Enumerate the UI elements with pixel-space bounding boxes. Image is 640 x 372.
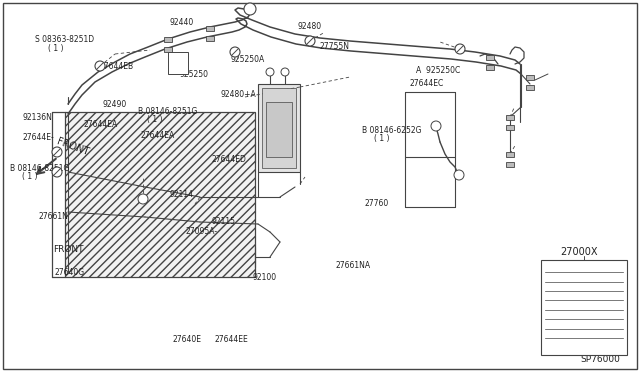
Bar	[526, 74, 534, 80]
Bar	[486, 55, 494, 60]
Bar	[266, 102, 292, 157]
Text: 92440: 92440	[170, 18, 194, 27]
Text: 27640G: 27640G	[54, 268, 84, 277]
Text: 27644EA: 27644EA	[141, 131, 175, 140]
Text: 27760: 27760	[365, 199, 389, 208]
Text: 27644EA: 27644EA	[83, 120, 118, 129]
Circle shape	[52, 147, 62, 157]
Text: ( 1 ): ( 1 )	[147, 115, 163, 124]
Text: 92100: 92100	[253, 273, 277, 282]
Circle shape	[431, 121, 441, 131]
Circle shape	[281, 68, 289, 76]
Bar	[541, 260, 627, 355]
Text: 92480: 92480	[298, 22, 322, 31]
Text: 27644EB: 27644EB	[99, 62, 133, 71]
Bar	[164, 36, 172, 42]
Text: B 08146-6252G: B 08146-6252G	[362, 126, 421, 135]
Text: 92490: 92490	[102, 100, 127, 109]
Text: 27644ED: 27644ED	[211, 155, 246, 164]
Bar	[486, 64, 494, 70]
Bar	[206, 26, 214, 31]
Bar	[506, 151, 514, 157]
Circle shape	[171, 61, 179, 69]
Text: 92480+A: 92480+A	[221, 90, 257, 99]
Text: 92115: 92115	[211, 217, 236, 226]
Text: A  925250C: A 925250C	[416, 66, 460, 75]
Bar	[506, 125, 514, 129]
Text: ( 1 ): ( 1 )	[374, 134, 390, 143]
Text: ( 1 ): ( 1 )	[48, 44, 63, 53]
Text: 27755N: 27755N	[320, 42, 350, 51]
Text: 925250: 925250	[179, 70, 208, 79]
Text: 27000X: 27000X	[560, 247, 598, 257]
Text: 27661N: 27661N	[38, 212, 68, 221]
Circle shape	[230, 47, 240, 57]
Bar	[164, 46, 172, 51]
Text: 92136N: 92136N	[22, 113, 52, 122]
Text: FRONT: FRONT	[55, 137, 90, 157]
Text: 27644E-: 27644E-	[22, 133, 54, 142]
Bar	[168, 52, 188, 74]
Text: 27661NA: 27661NA	[336, 262, 371, 270]
Text: 27640E: 27640E	[173, 335, 202, 344]
Bar	[206, 35, 214, 41]
Circle shape	[454, 170, 464, 180]
Text: ( 1 ): ( 1 )	[22, 172, 38, 181]
Text: 92114: 92114	[170, 190, 194, 199]
Text: S 08363-8251D: S 08363-8251D	[35, 35, 94, 44]
Circle shape	[266, 68, 274, 76]
Bar	[262, 88, 296, 168]
Text: 27644EC: 27644EC	[410, 79, 444, 88]
Circle shape	[138, 194, 148, 204]
Circle shape	[52, 167, 62, 177]
Text: FRONT: FRONT	[53, 245, 84, 254]
Text: 27644EE: 27644EE	[214, 335, 248, 344]
Bar	[506, 115, 514, 119]
Bar	[526, 84, 534, 90]
Bar	[65, 112, 255, 277]
Text: 925250A: 925250A	[230, 55, 265, 64]
Text: B 08146-8251G: B 08146-8251G	[138, 107, 197, 116]
Text: 27095A-: 27095A-	[186, 227, 218, 236]
Circle shape	[244, 3, 256, 15]
Circle shape	[305, 36, 315, 46]
Bar	[258, 84, 300, 172]
Bar	[506, 161, 514, 167]
Circle shape	[455, 44, 465, 54]
Text: SP76000: SP76000	[580, 356, 620, 365]
Text: B 08146-8251G: B 08146-8251G	[10, 164, 69, 173]
Circle shape	[95, 61, 105, 71]
